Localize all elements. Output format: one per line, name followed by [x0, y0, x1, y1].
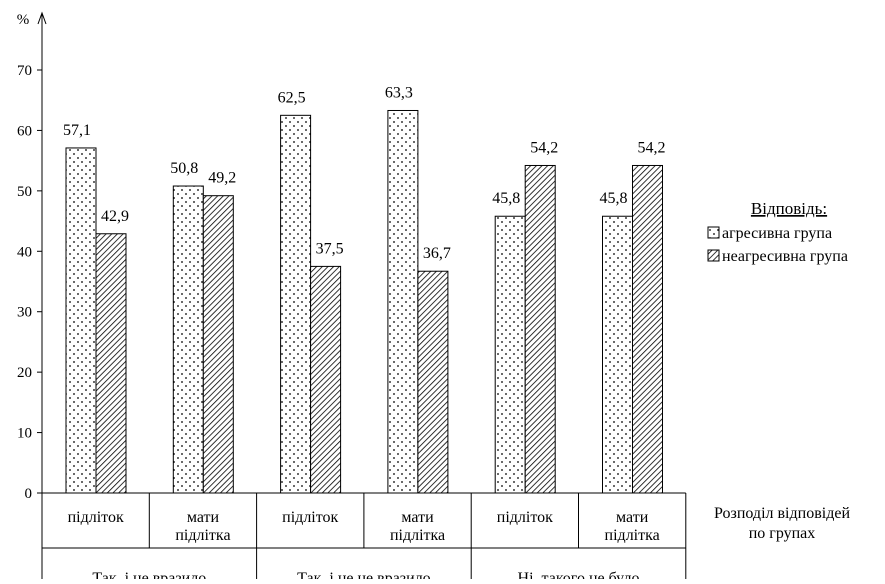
- group-label: Ні, такого не було: [518, 570, 640, 579]
- bar: [602, 215, 633, 494]
- bar: [280, 114, 312, 494]
- data-label: 45,8: [492, 190, 520, 207]
- category-label: підліток: [282, 509, 338, 526]
- group-label: Так, і це вразило: [92, 570, 206, 579]
- y-axis-unit: %: [17, 12, 30, 28]
- category-label: мати: [187, 509, 220, 526]
- y-tick-label: 20: [17, 365, 32, 381]
- data-label: 54,2: [638, 139, 666, 156]
- y-tick-label: 10: [17, 426, 32, 442]
- bar: [172, 185, 204, 494]
- legend-swatch: [707, 226, 720, 239]
- bar: [494, 215, 526, 494]
- data-label: 62,5: [278, 89, 306, 106]
- y-tick-label: 70: [17, 63, 32, 79]
- data-label: 45,8: [600, 190, 628, 207]
- legend-title: Відповідь:: [751, 199, 827, 218]
- category-label: підлітка: [390, 527, 445, 544]
- legend-label: агресивна група: [722, 225, 832, 242]
- bar: [310, 265, 342, 494]
- data-label: 57,1: [63, 122, 91, 139]
- y-tick-label: 40: [17, 244, 32, 260]
- bar: [95, 233, 127, 494]
- bar: [524, 164, 556, 494]
- y-tick-label: 0: [25, 486, 33, 502]
- y-tick-label: 50: [17, 184, 32, 200]
- data-label: 54,2: [530, 139, 558, 156]
- bar: [632, 164, 663, 494]
- legend-label: неагресивна група: [722, 248, 848, 265]
- legend-swatch: [707, 249, 720, 262]
- category-label: мати: [616, 509, 649, 526]
- bar: [387, 109, 419, 494]
- bar: [65, 147, 97, 494]
- category-label: підліток: [68, 509, 124, 526]
- bar: [202, 195, 234, 494]
- category-label: мати: [401, 509, 434, 526]
- data-label: 49,2: [208, 170, 236, 187]
- y-tick-label: 30: [17, 305, 32, 321]
- bar: [417, 270, 449, 494]
- data-label: 36,7: [423, 245, 451, 262]
- axis-caption: по групах: [749, 525, 816, 542]
- data-label: 42,9: [101, 208, 129, 225]
- data-label: 63,3: [385, 84, 413, 101]
- y-tick-label: 60: [17, 123, 32, 139]
- axis-caption: Розподіл відповідей: [714, 505, 850, 522]
- group-label: Так, і це не вразило: [297, 570, 431, 579]
- category-label: підлітка: [175, 527, 230, 544]
- category-label: підлітка: [605, 527, 660, 544]
- category-label: підліток: [497, 509, 553, 526]
- y-axis-arrow: [37, 11, 47, 25]
- data-label: 37,5: [316, 240, 344, 257]
- data-label: 50,8: [170, 160, 198, 177]
